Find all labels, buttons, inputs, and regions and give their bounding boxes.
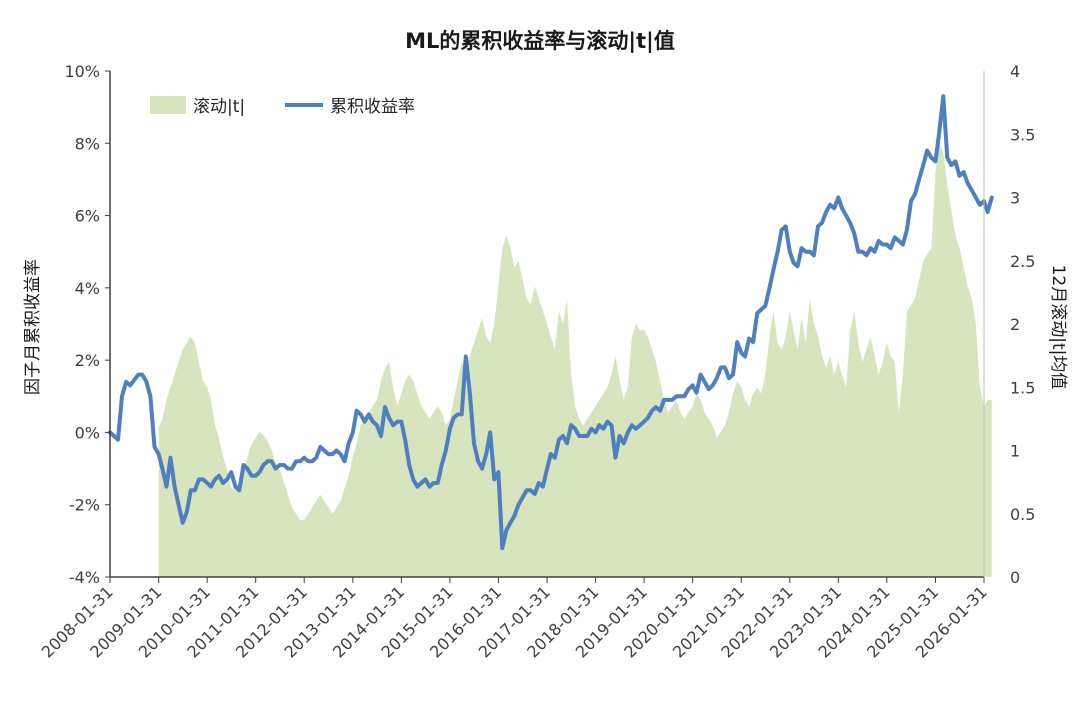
legend: 滚动|t| 累积收益率 [150, 96, 415, 117]
right-tick-label: 1.5 [1010, 378, 1035, 397]
right-tick-label: 0 [1010, 568, 1020, 587]
right-axis-ticks: 4 3.5 3 2.5 2 1.5 1 0.5 0 [1010, 62, 1035, 587]
left-axis-ticks: 10% 8% 6% 4% 2% 0% -2% -4% [64, 62, 110, 587]
left-tick-label: 8% [75, 134, 100, 153]
legend-swatch-rolling-t [150, 96, 186, 114]
right-tick-label: 2 [1010, 315, 1020, 334]
right-tick-label: 3 [1010, 189, 1020, 208]
right-tick-label: 3.5 [1010, 125, 1035, 144]
rolling-t-area-layer [158, 140, 992, 577]
right-axis-title: 12月滚动|t|均值 [1048, 265, 1068, 390]
legend-label-cumulative-return: 累积收益率 [330, 97, 415, 117]
chart-title: ML的累积收益率与滚动|t|值 [405, 29, 675, 54]
right-tick-label: 1 [1010, 442, 1020, 461]
right-tick-label: 4 [1010, 62, 1020, 81]
left-tick-label: 6% [75, 207, 100, 226]
left-tick-label: 0% [75, 423, 100, 442]
left-tick-label: 10% [64, 62, 100, 81]
rolling-t-area [158, 140, 992, 577]
left-tick-label: 4% [75, 279, 100, 298]
cumulative-return-line-layer [108, 94, 994, 551]
left-axis-title: 因子月累积收益率 [23, 259, 43, 395]
legend-label-rolling-t: 滚动|t| [193, 97, 245, 117]
cumulative-return-line [108, 94, 994, 551]
right-tick-label: 0.5 [1010, 505, 1035, 524]
left-tick-label: -2% [69, 496, 100, 515]
right-tick-label: 2.5 [1010, 252, 1035, 271]
x-axis-ticks: 2008-01-312009-01-312010-01-312011-01-31… [38, 577, 991, 662]
left-tick-label: -4% [69, 568, 100, 587]
left-tick-label: 2% [75, 351, 100, 370]
